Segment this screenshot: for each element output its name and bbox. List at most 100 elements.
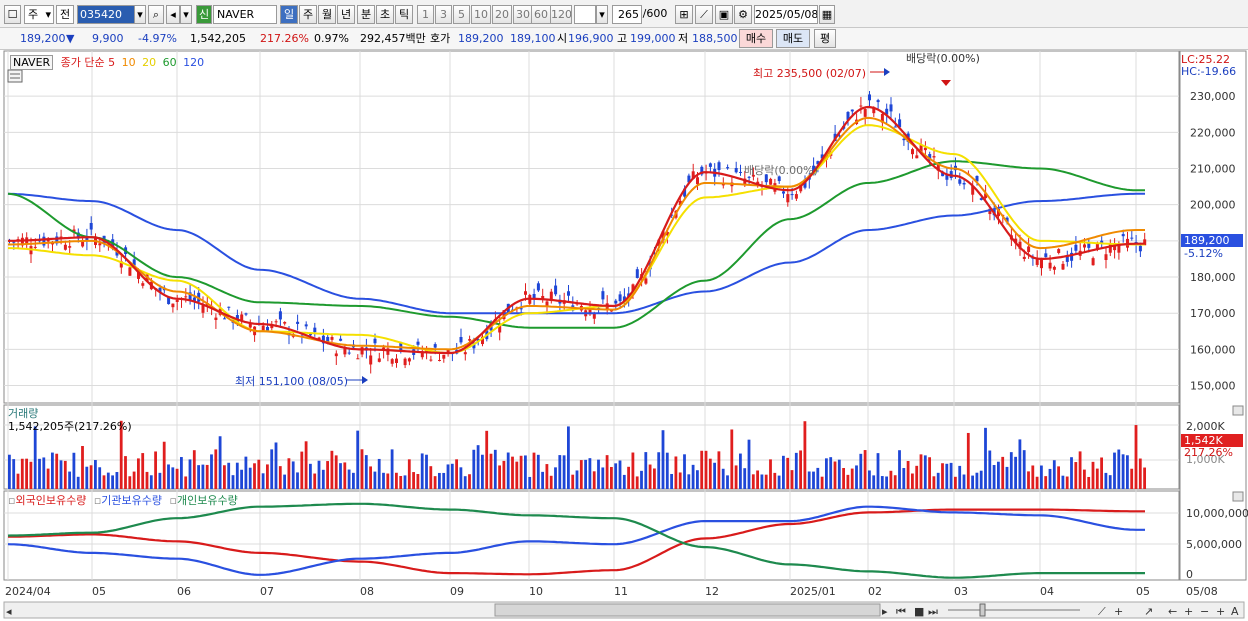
first-page-icon[interactable]: ⏮ bbox=[896, 605, 906, 618]
volume-bar bbox=[1061, 475, 1065, 489]
candle-body bbox=[1108, 243, 1112, 253]
period-week-button[interactable]: 주 bbox=[299, 5, 317, 24]
add-icon[interactable]: + bbox=[1216, 605, 1225, 618]
candle-body bbox=[1018, 241, 1022, 249]
candle-body bbox=[304, 324, 308, 327]
bid-price: 189,200 bbox=[458, 32, 504, 45]
period-day-button[interactable]: 일 bbox=[280, 5, 298, 24]
code-input[interactable]: 035420 bbox=[77, 5, 135, 24]
last-page-icon[interactable]: ⏭ bbox=[928, 605, 938, 618]
ma-5-label[interactable]: 5 bbox=[108, 56, 116, 69]
date-axis-ticks: 2024/04 05 06 07 08 09 10 11 12 2025/01 02 03 04 05 05… bbox=[5, 585, 1218, 598]
save-icon[interactable]: ▣ bbox=[715, 5, 733, 24]
holding-lines bbox=[7, 502, 1145, 579]
buy-button[interactable]: 매수 bbox=[739, 29, 773, 48]
arrow-icon[interactable]: ↗ bbox=[1144, 605, 1153, 618]
candle-body bbox=[1022, 256, 1026, 259]
ma-10-label[interactable]: 10 bbox=[121, 56, 136, 69]
draw-line-icon[interactable]: ⟋ bbox=[695, 5, 713, 24]
menu-icon[interactable]: ☐ bbox=[4, 5, 21, 24]
speaker-icon[interactable]: ◂ bbox=[166, 5, 180, 24]
cross-icon[interactable]: + bbox=[1114, 605, 1123, 618]
volume-bar bbox=[592, 471, 596, 489]
count-input[interactable]: 265 bbox=[612, 5, 642, 24]
prev-icon[interactable]: ← bbox=[1168, 605, 1177, 618]
volume-bar bbox=[205, 464, 209, 489]
sell-button[interactable]: 매도 bbox=[776, 29, 810, 48]
scroll-right-icon[interactable]: ▸ bbox=[882, 605, 888, 618]
volume-title[interactable]: 거래량 bbox=[8, 407, 39, 420]
minute-30-button[interactable]: 30 bbox=[513, 5, 533, 24]
candle-body bbox=[1087, 243, 1091, 248]
scope-button[interactable]: 전 bbox=[56, 5, 74, 24]
minute-5-button[interactable]: 5 bbox=[453, 5, 470, 24]
volume-close-icon[interactable] bbox=[1232, 405, 1244, 416]
period-tick-button[interactable]: 틱 bbox=[395, 5, 413, 24]
period-minute-button[interactable]: 분 bbox=[357, 5, 375, 24]
current-volume-pct: 217.26% bbox=[1184, 446, 1233, 459]
draw-tool-icon[interactable]: ⟋ bbox=[1098, 605, 1106, 618]
candle-body bbox=[248, 323, 252, 328]
volume-bar bbox=[605, 455, 609, 489]
calculator-icon[interactable] bbox=[7, 69, 23, 83]
zoom-in-icon[interactable]: + bbox=[1184, 605, 1193, 618]
stock-name-field[interactable]: NAVER bbox=[213, 5, 277, 24]
volume-bar bbox=[459, 467, 463, 489]
new-badge: 신 bbox=[196, 5, 212, 24]
volume-bar bbox=[455, 459, 458, 489]
volume-bar bbox=[180, 457, 183, 489]
gear-icon[interactable]: ⚙ bbox=[734, 5, 752, 24]
individual-holding-label[interactable]: 개인보유수량 bbox=[176, 494, 238, 507]
volume-bar bbox=[373, 471, 377, 489]
chevron-down-icon[interactable]: ▾ bbox=[596, 5, 608, 24]
candle-body bbox=[171, 303, 175, 308]
date-input[interactable]: 2025/05/08 bbox=[754, 5, 818, 24]
period-year-button[interactable]: 년 bbox=[337, 5, 355, 24]
volume-bar bbox=[442, 472, 446, 489]
stop-icon[interactable]: ■ bbox=[914, 605, 924, 618]
grid-icon[interactable]: ⊞ bbox=[675, 5, 693, 24]
minute-3-button[interactable]: 3 bbox=[435, 5, 452, 24]
ma-20-label[interactable]: 20 bbox=[142, 56, 157, 69]
evaluate-button[interactable]: 평 bbox=[814, 29, 836, 48]
stock-name-tag[interactable]: NAVER bbox=[10, 55, 54, 70]
chevron-down-icon[interactable]: ▾ bbox=[180, 5, 192, 24]
institution-holding-label[interactable]: 기관보유수량 bbox=[101, 494, 163, 507]
foreign-holding-label[interactable]: 외국인보유수량 bbox=[15, 494, 87, 507]
type-select[interactable]: 주 ▾ bbox=[24, 5, 54, 24]
period-month-button[interactable]: 월 bbox=[318, 5, 336, 24]
price-axis-ticks: 230,000220,000210,000200,000190,000180,0… bbox=[1190, 90, 1236, 392]
candle-body bbox=[360, 347, 364, 355]
minute-1-button[interactable]: 1 bbox=[417, 5, 434, 24]
volume-bar bbox=[524, 455, 527, 489]
volume-bar bbox=[261, 473, 265, 489]
minute-20-button[interactable]: 20 bbox=[492, 5, 512, 24]
period-second-button[interactable]: 초 bbox=[376, 5, 394, 24]
volume-bar bbox=[1100, 457, 1103, 489]
minute-60-button[interactable]: 60 bbox=[531, 5, 551, 24]
minute-10-button[interactable]: 10 bbox=[471, 5, 491, 24]
minute-120-button[interactable]: 120 bbox=[550, 5, 572, 24]
scroll-left-icon[interactable]: ◂ bbox=[6, 605, 12, 618]
volume-bar bbox=[850, 468, 854, 489]
volume-bar bbox=[739, 453, 742, 489]
ma-120-label[interactable]: 120 bbox=[183, 56, 205, 69]
chevron-down-icon[interactable]: ▾ bbox=[134, 5, 146, 24]
zoom-out-icon[interactable]: − bbox=[1200, 605, 1209, 618]
font-size-icon[interactable]: A bbox=[1231, 605, 1239, 618]
holding-tick-10m: 10,000,000 bbox=[1186, 507, 1248, 520]
zoom-slider-handle[interactable] bbox=[979, 603, 986, 617]
holding-close-icon[interactable] bbox=[1232, 491, 1244, 502]
candle-body bbox=[128, 267, 132, 276]
volume-bar bbox=[554, 467, 557, 489]
price-tick: 210,000 bbox=[1190, 163, 1236, 176]
candle-body bbox=[472, 342, 476, 349]
candle-body bbox=[502, 310, 506, 320]
ma-60-label[interactable]: 60 bbox=[162, 56, 177, 69]
scroll-thumb[interactable] bbox=[494, 603, 881, 617]
candle-body bbox=[911, 149, 914, 155]
candle-body bbox=[601, 291, 605, 300]
custom-period-input[interactable] bbox=[574, 5, 596, 24]
search-icon[interactable]: ⌕ bbox=[148, 5, 164, 24]
calendar-icon[interactable]: ▦ bbox=[819, 5, 835, 24]
